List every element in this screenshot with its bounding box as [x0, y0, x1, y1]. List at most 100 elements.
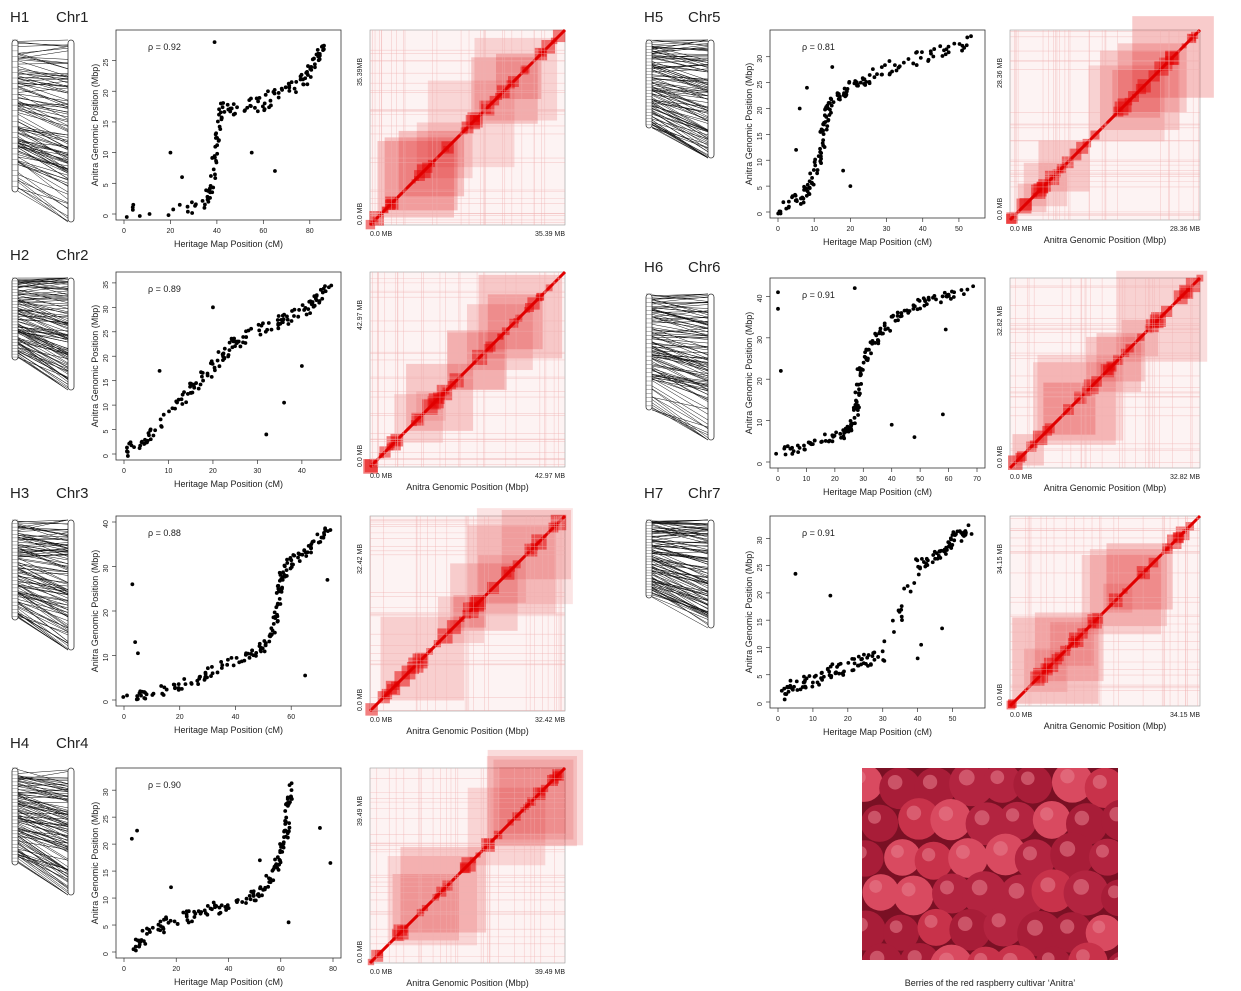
- data-point: [247, 893, 252, 898]
- linkage-connector-line: [651, 79, 709, 82]
- linkage-connector-line: [651, 89, 709, 122]
- linkage-connector-line: [17, 352, 69, 385]
- linkage-connector-line: [17, 180, 69, 203]
- data-point: [830, 662, 835, 667]
- outlier-point: [943, 327, 948, 332]
- data-point: [160, 691, 165, 696]
- chromosome-label: Chr6: [688, 259, 721, 276]
- berry-highlight: [1060, 768, 1075, 784]
- linkage-connector-line: [651, 586, 709, 601]
- linkage-connector-line: [17, 161, 69, 181]
- linkage-connector-line: [17, 562, 69, 572]
- linkage-connector-line: [17, 601, 69, 622]
- y-tick-label: 5: [103, 925, 110, 929]
- data-point: [269, 327, 274, 332]
- berry-highlight: [1107, 885, 1118, 899]
- linkage-connector-line: [17, 587, 69, 617]
- data-point: [802, 447, 807, 452]
- outlier-point: [257, 858, 262, 863]
- linkage-connector-line: [17, 576, 69, 599]
- data-point: [321, 47, 326, 52]
- berry-highlight: [1076, 949, 1090, 960]
- x-tick-label: 60: [277, 966, 285, 973]
- linkage-connector-line: [17, 66, 69, 84]
- data-point: [833, 670, 838, 675]
- data-point: [896, 65, 901, 70]
- hic-y-max-label: 35.39MB: [357, 58, 364, 86]
- data-point: [172, 682, 177, 687]
- physical-map-bar-right: [67, 39, 75, 223]
- x-tick-label: 0: [776, 716, 780, 723]
- raspberry-berry: [1032, 800, 1071, 839]
- linkage-connector-line: [17, 86, 69, 108]
- data-point: [840, 671, 845, 676]
- outlier-point: [168, 150, 173, 155]
- data-point: [289, 788, 294, 793]
- scatter-y-axis-label: Anitra Genomic Position (Mbp): [90, 802, 100, 925]
- data-point: [220, 663, 225, 668]
- linkage-connector-line: [17, 57, 69, 64]
- data-point: [215, 119, 220, 124]
- y-tick-label: 10: [757, 419, 764, 427]
- berry-highlight: [869, 880, 883, 893]
- data-point: [931, 54, 936, 59]
- data-point: [826, 118, 831, 123]
- x-tick-label: 0: [122, 714, 126, 721]
- x-tick-label: 50: [949, 716, 957, 723]
- data-point: [329, 283, 334, 288]
- linkage-connector-line: [651, 105, 709, 124]
- data-point: [825, 666, 830, 671]
- berry-highlight: [887, 774, 903, 790]
- linkage-connector-line: [651, 65, 709, 88]
- linkage-connector-line: [17, 568, 69, 596]
- data-point: [287, 825, 292, 830]
- data-point: [194, 381, 199, 385]
- linkage-connector-line: [17, 608, 69, 647]
- data-point: [232, 336, 237, 341]
- linkage-connector-line: [651, 51, 709, 63]
- data-point: [226, 354, 231, 359]
- data-point: [930, 560, 935, 565]
- data-point: [274, 605, 279, 610]
- haplotype-label: H6: [644, 259, 663, 276]
- data-point: [276, 583, 281, 588]
- data-point: [782, 445, 787, 449]
- linkage-connector-line: [17, 827, 69, 844]
- y-tick-label: 5: [103, 183, 110, 187]
- data-point: [875, 72, 879, 77]
- data-point: [248, 897, 253, 902]
- linkage-connector-line: [651, 86, 709, 108]
- linkage-connector-line: [651, 564, 709, 585]
- linkage-connector-line: [651, 396, 709, 429]
- scatter-plot-frame: [769, 515, 986, 709]
- linkage-connector-line: [17, 103, 69, 108]
- linkage-connector-line: [17, 769, 69, 785]
- linkage-connector-line: [651, 396, 709, 439]
- linkage-connector-line: [651, 544, 709, 565]
- data-point: [888, 328, 893, 333]
- linkage-connector-line: [17, 769, 69, 774]
- linkage-connector-line: [651, 531, 709, 535]
- data-point: [870, 654, 875, 658]
- data-point: [231, 112, 236, 117]
- hic-y-max-label: 34.15 MB: [997, 544, 1004, 574]
- linkage-connector-line: [651, 546, 709, 563]
- linkage-connector-line: [651, 338, 709, 344]
- data-point: [225, 102, 230, 107]
- data-point: [857, 405, 861, 410]
- linkage-connector-line: [651, 328, 709, 334]
- x-tick-label: 40: [919, 226, 927, 233]
- data-point: [804, 676, 809, 681]
- data-point: [237, 660, 242, 665]
- linkage-connector-line: [17, 105, 69, 118]
- linkage-connector-line: [17, 108, 69, 132]
- linkage-connector-line: [651, 522, 709, 526]
- linkage-connector-line: [17, 146, 69, 164]
- spearman-rho-label: ρ = 0.91: [802, 528, 835, 538]
- linkage-connector-line: [17, 594, 69, 609]
- hic-diagonal: [368, 514, 567, 713]
- data-point: [184, 400, 189, 405]
- data-point: [794, 198, 799, 202]
- data-point: [896, 318, 900, 323]
- x-tick-label: 20: [846, 226, 854, 233]
